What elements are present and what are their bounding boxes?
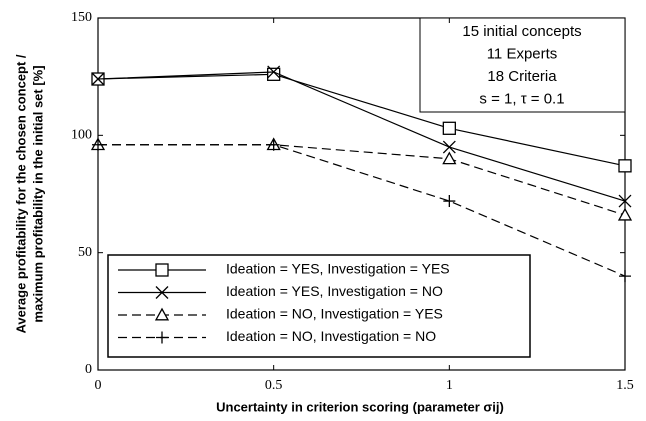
y-axis-label: Average profitability for the chosen con… <box>13 54 45 333</box>
x-tick-label: 1.5 <box>616 378 634 393</box>
marker <box>442 151 457 165</box>
series-line <box>97 71 626 202</box>
y-tick-label: 100 <box>71 128 92 143</box>
annotation-line: 18 Criteria <box>487 68 557 85</box>
y-tick-label: 0 <box>85 362 92 377</box>
marker <box>442 140 456 154</box>
marker <box>618 159 632 173</box>
series-line <box>97 73 626 167</box>
marker <box>443 195 456 208</box>
legend-marker <box>155 286 169 299</box>
annotation-line: s = 1, τ = 0.1 <box>479 90 564 107</box>
x-tick-label: 1 <box>446 378 453 393</box>
marker <box>442 121 456 135</box>
marker <box>617 207 633 221</box>
y-axis-label-line: maximum profitability in the initial set… <box>30 65 45 322</box>
legend-label: Ideation = YES, Investigation = YES <box>226 261 450 277</box>
legend-marker <box>156 331 168 344</box>
legend-label: Ideation = NO, Investigation = YES <box>226 306 443 322</box>
legend-marker <box>154 307 170 321</box>
x-tick-label: 0.5 <box>265 378 283 393</box>
legend-marker <box>155 263 169 277</box>
series-line <box>98 144 626 216</box>
legend-box <box>107 254 531 358</box>
marker <box>618 194 632 208</box>
y-tick-label: 50 <box>78 245 92 260</box>
marker <box>92 138 104 151</box>
legend-label: Ideation = YES, Investigation = NO <box>226 283 443 299</box>
marker <box>267 65 281 79</box>
annotation-line: 15 initial concepts <box>462 23 581 40</box>
annotation-line: 11 Experts <box>487 45 558 62</box>
y-axis-label-line: Average profitability for the chosen con… <box>13 54 28 333</box>
series-line <box>98 144 626 277</box>
marker <box>267 138 280 151</box>
x-tick-label: 0 <box>95 378 102 393</box>
x-axis-label: Uncertainty in criterion scoring (parame… <box>216 399 504 414</box>
annotation-box <box>419 17 626 113</box>
legend-label: Ideation = NO, Investigation = NO <box>226 328 436 344</box>
marker <box>91 72 105 86</box>
plot-frame <box>97 17 626 371</box>
marker <box>619 270 631 283</box>
y-tick-label: 150 <box>71 10 92 25</box>
